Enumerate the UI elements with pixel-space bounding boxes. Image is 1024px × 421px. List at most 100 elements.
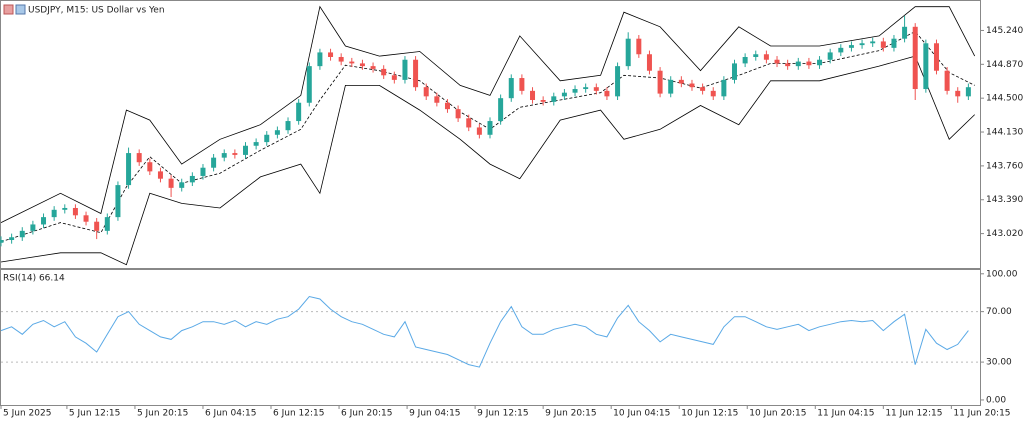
candle-body [508,78,514,99]
candle-body [498,98,504,122]
candle-body [583,87,589,90]
candle-body [104,217,110,231]
candle-body [753,54,759,57]
candle-body [540,100,546,102]
candle-body [83,215,89,222]
candle-body [434,96,440,103]
x-tick-label: 5 Jun 20:15 [137,409,188,419]
candle-body [551,96,557,102]
x-tick-label: 10 Jun 20:15 [749,409,806,419]
candle-body [306,66,312,103]
candle-body [9,237,15,241]
candle-body [72,207,78,216]
candle-body [668,79,674,94]
band-lower [0,55,975,266]
candle-body [742,56,748,64]
candle-body [317,52,323,67]
candle-body [253,142,259,146]
band-middle [0,30,975,243]
candle-body [19,230,25,238]
candle-body [179,182,185,188]
x-tick-label: 11 Jun 04:15 [817,409,874,419]
y-tick-label: 144.130 [986,128,1023,138]
x-tick-label: 5 Jun 2025 [3,409,51,419]
candle-body [94,221,100,231]
candle-body [710,90,716,97]
candle-body [806,61,812,66]
candle-body [615,66,621,97]
candle-body [136,153,142,163]
candle-body [413,59,419,88]
candle-body [402,59,408,80]
candle-body [391,75,397,80]
candle-body [944,70,950,91]
candle-body [200,167,206,176]
candle-body [530,90,536,101]
x-tick-label: 9 Jun 04:15 [409,409,460,419]
candle-body [487,121,493,135]
candle-body [62,207,68,210]
x-tick-label: 11 Jun 12:15 [885,409,942,419]
x-tick-label: 6 Jun 20:15 [341,409,392,419]
candle-body [625,38,631,67]
candle-body [721,79,727,97]
candle-body [444,102,450,110]
candle-body [126,153,132,186]
x-tick-label: 10 Jun 12:15 [681,409,738,419]
rsi-line [0,295,969,368]
candle-body [41,217,47,225]
candle-body [732,63,737,80]
candle-body [646,54,652,71]
candle-body [912,26,918,90]
candle-body [604,90,610,97]
candle-body [264,134,270,143]
candle-body [466,118,472,128]
candle-body [221,153,227,158]
x-tick-label: 5 Jun 12:15 [69,409,120,419]
x-tick-label: 10 Jun 04:15 [613,409,670,419]
candle-body [763,54,769,60]
x-tick-label: 9 Jun 12:15 [477,409,528,419]
candle-body [572,89,578,93]
rsi-title: RSI(14) 66.14 [3,274,65,284]
symbol-icon [3,4,14,15]
y-tick-label: 144.500 [986,94,1023,104]
y-tick-label: 143.390 [986,195,1023,205]
candle-body [891,38,897,48]
candle-body [965,87,971,97]
candle-body [561,92,567,97]
candle-body [923,43,929,90]
candle-body [455,109,461,119]
candle-body [774,59,780,64]
x-tick-label: 9 Jun 20:15 [545,409,596,419]
y-tick-label: 70.00 [986,307,1012,317]
candle-body [880,41,886,48]
y-tick-label: 100.00 [986,269,1018,279]
y-tick-label: 143.020 [986,229,1023,239]
candle-body [296,102,302,122]
candle-body [232,153,238,155]
candle-body [243,145,248,155]
candle-body [338,56,344,62]
candle-body [370,66,376,69]
candle-body [519,78,525,91]
candle-body [349,61,355,64]
candle-body [933,43,939,71]
candle-body [870,41,876,44]
candle-body [211,157,217,168]
candle-body [955,90,961,97]
candle-body [381,68,387,76]
candle-body [689,83,695,88]
candle-body [636,38,642,55]
candle-body [785,63,791,67]
y-tick-label: 143.760 [986,161,1023,171]
candle-body [902,26,908,39]
candle-body [157,171,163,179]
chart-title: USDJPY, M15: US Dollar vs Yen [28,6,165,16]
candle-body [189,175,195,183]
timeframe-icon [15,4,26,15]
candle-body [115,185,121,218]
candle-body [817,59,823,66]
y-tick-label: 144.870 [986,60,1023,70]
